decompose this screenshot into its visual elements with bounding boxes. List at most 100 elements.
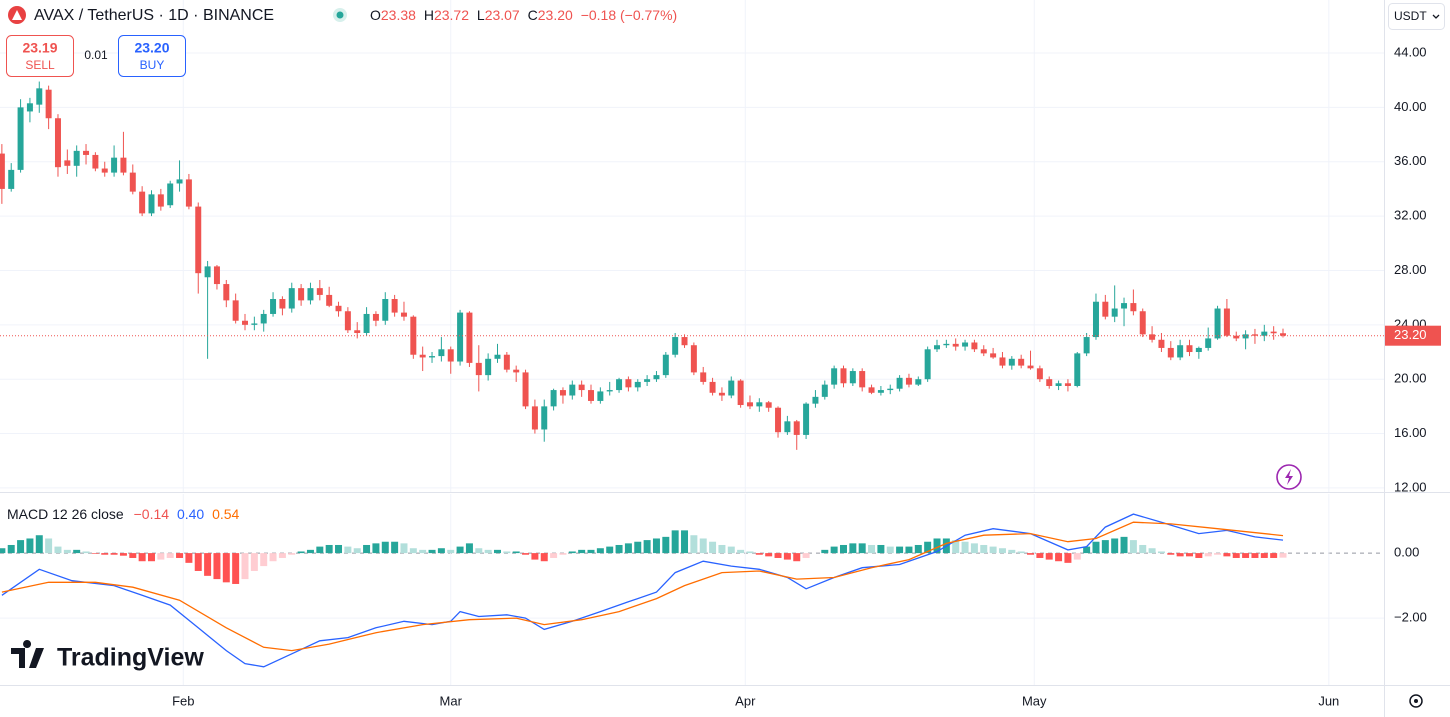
alert-icon-glyph [1285, 469, 1293, 485]
candle-body [999, 357, 1006, 366]
candle-body [849, 371, 856, 384]
ohlc-value: 23.38 [381, 7, 416, 23]
macd-histogram-bar [905, 546, 913, 554]
macd-histogram-bar [1008, 549, 1016, 554]
settings-icon[interactable] [1409, 694, 1423, 708]
candle-body [242, 320, 248, 325]
macd-histogram-bar [73, 549, 81, 554]
macd-histogram-bar [998, 548, 1006, 554]
candle-body [775, 407, 782, 433]
candle-body [690, 345, 697, 373]
macd-histogram-bar [643, 540, 651, 554]
candle-body [990, 353, 997, 358]
candle-body [1027, 365, 1034, 369]
candle-body [157, 194, 164, 207]
candle-body [475, 362, 482, 376]
candle-body [1008, 358, 1015, 366]
candle-body [1149, 334, 1156, 340]
macd-histogram-bar [101, 553, 109, 555]
macd-histogram-bar [465, 543, 473, 554]
candle-body [737, 380, 744, 406]
brand-logo [11, 640, 44, 668]
candle-body [1270, 331, 1277, 334]
candle-body [1242, 334, 1249, 339]
candle-body [1186, 345, 1193, 353]
macd-histogram-bar [652, 538, 660, 554]
macd-legend-value: −0.14 [134, 506, 170, 522]
candle-body [625, 379, 632, 388]
macd-histogram-bar [409, 548, 417, 554]
candle-body [372, 313, 379, 321]
sell-button[interactable] [6, 35, 74, 77]
macd-histogram-bar [1092, 541, 1100, 554]
macd-histogram-bar [858, 543, 866, 554]
settings-icon-center [1414, 699, 1418, 703]
candle-body [812, 396, 819, 404]
candle-body [1233, 335, 1240, 339]
candle-body [728, 380, 735, 396]
macd-histogram-bar [1204, 553, 1212, 557]
macd-histogram-bar [961, 541, 969, 554]
y-tick-label: 32.00 [1394, 208, 1427, 223]
macd-histogram-bar [475, 548, 483, 554]
macd-histogram-bar [288, 553, 296, 555]
candle-body [756, 402, 763, 407]
y-tick-label: 36.00 [1394, 153, 1427, 168]
candle-body [971, 342, 978, 350]
macd-histogram-bar [924, 541, 932, 554]
macd-histogram-bar [222, 553, 230, 583]
macd-histogram-bar [7, 544, 15, 554]
symbol-title: AVAX / TetherUS · 1D · BINANCE [34, 7, 274, 24]
currency-dropdown[interactable] [1388, 3, 1445, 30]
candle-body [784, 421, 791, 433]
candle-body [429, 356, 436, 358]
buy-button[interactable] [118, 35, 186, 77]
candle-body [896, 377, 903, 389]
macd-histogram-bar [1260, 553, 1268, 558]
candle-body [1055, 383, 1062, 386]
candle-body [980, 349, 987, 354]
candle-body [54, 118, 61, 168]
candle-body [1158, 339, 1165, 348]
candle-body [167, 183, 174, 206]
macd-histogram-bar [793, 553, 801, 562]
macd-histogram-bar [185, 553, 193, 563]
brand-name: TradingView [57, 644, 204, 672]
macd-histogram-bar [1045, 553, 1053, 560]
candle-body [503, 354, 510, 370]
macd-histogram-bar [363, 544, 371, 554]
candle-body [662, 354, 669, 376]
macd-histogram-bar [550, 553, 558, 558]
candle-body [185, 179, 192, 207]
macd-histogram-bar [110, 553, 118, 555]
candle-body [700, 372, 707, 382]
candle-body [1092, 301, 1099, 338]
macd-histogram-bar [503, 551, 511, 554]
candle-body [344, 311, 351, 331]
candle-body [672, 337, 679, 355]
macd-histogram-bar [1111, 538, 1119, 554]
candle-body [36, 88, 43, 105]
candle-body [1223, 308, 1230, 336]
candle-body [1280, 333, 1286, 336]
candle-body [148, 194, 155, 214]
candle-body [363, 313, 370, 333]
macd-histogram-bar [914, 544, 922, 554]
macd-label: MACD 12 26 close [7, 506, 124, 522]
candle-body [223, 284, 230, 301]
candle-body [1167, 347, 1174, 358]
macd-histogram-bar [1036, 553, 1044, 558]
macd-histogram-bar [1017, 551, 1025, 554]
buy-price: 23.20 [134, 40, 169, 56]
macd-histogram-bar [428, 549, 436, 554]
candle-body [270, 299, 277, 314]
candle-body [92, 154, 99, 169]
macd-histogram-bar [0, 548, 6, 554]
macd-histogram-bar [1167, 553, 1175, 555]
candle-body [859, 371, 866, 388]
macd-histogram-bar [138, 553, 146, 562]
macd-histogram-bar [1270, 553, 1278, 558]
macd-histogram-bar [681, 530, 689, 554]
macd-histogram-bar [306, 549, 314, 554]
